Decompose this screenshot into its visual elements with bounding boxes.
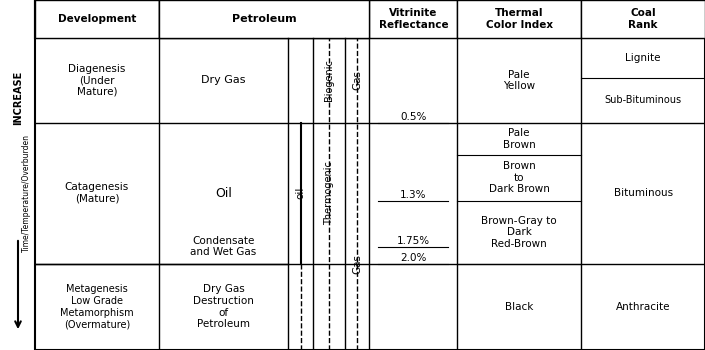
Text: 1.75%: 1.75% [397, 236, 430, 246]
Text: 0.5%: 0.5% [400, 112, 427, 122]
Text: Dry Gas: Dry Gas [202, 75, 246, 85]
Text: Oil: Oil [215, 187, 232, 199]
Bar [159, 0, 288, 38]
Text: Sub-Bituminous: Sub-Bituminous [604, 95, 682, 105]
Bar [313, 0, 345, 38]
Text: Gas: Gas [352, 70, 362, 90]
Text: Lignite: Lignite [625, 53, 661, 63]
Text: Brown-Gray to
Dark
Red-Brown: Brown-Gray to Dark Red-Brown [482, 216, 557, 249]
Text: Condensate
and Wet Gas: Condensate and Wet Gas [190, 236, 257, 257]
Text: Dry Gas
Destruction
of
Petroleum: Dry Gas Destruction of Petroleum [193, 284, 254, 329]
Text: 1.3%: 1.3% [400, 190, 427, 200]
Text: Pale
Brown: Pale Brown [503, 128, 536, 149]
Bar [581, 0, 705, 38]
Bar [288, 0, 313, 38]
Text: INCREASE: INCREASE [13, 71, 23, 125]
Bar [35, 0, 705, 38]
Text: Black: Black [505, 302, 534, 312]
Text: Gas: Gas [352, 253, 362, 274]
Text: Pale
Yellow: Pale Yellow [503, 70, 535, 91]
Text: Vitrinite
Reflectance: Vitrinite Reflectance [379, 8, 448, 30]
Text: oil: oil [296, 187, 306, 199]
Bar [369, 0, 458, 38]
Bar [458, 0, 581, 38]
Text: Biogenic: Biogenic [324, 60, 334, 101]
Bar [159, 0, 369, 38]
Text: Thermal
Color Index: Thermal Color Index [486, 8, 553, 30]
Text: Diagenesis
(Under
Mature): Diagenesis (Under Mature) [68, 64, 125, 97]
Text: Thermogenic: Thermogenic [324, 161, 334, 225]
Bar [35, 0, 159, 38]
Text: Brown
to
Dark Brown: Brown to Dark Brown [489, 161, 550, 194]
Text: Anthracite: Anthracite [615, 302, 670, 312]
Text: 2.0%: 2.0% [400, 253, 427, 262]
Text: Petroleum: Petroleum [232, 14, 297, 24]
Text: Catagenesis
(Mature): Catagenesis (Mature) [65, 182, 129, 204]
Bar [345, 0, 369, 38]
Text: Time/Temperature/Overburden: Time/Temperature/Overburden [21, 133, 30, 252]
Text: Metagenesis
Low Grade
Metamorphism
(Overmature): Metagenesis Low Grade Metamorphism (Over… [60, 284, 134, 329]
Text: Coal
Rank: Coal Rank [628, 8, 658, 30]
Text: Bituminous: Bituminous [613, 188, 673, 198]
Text: Development: Development [58, 14, 136, 24]
